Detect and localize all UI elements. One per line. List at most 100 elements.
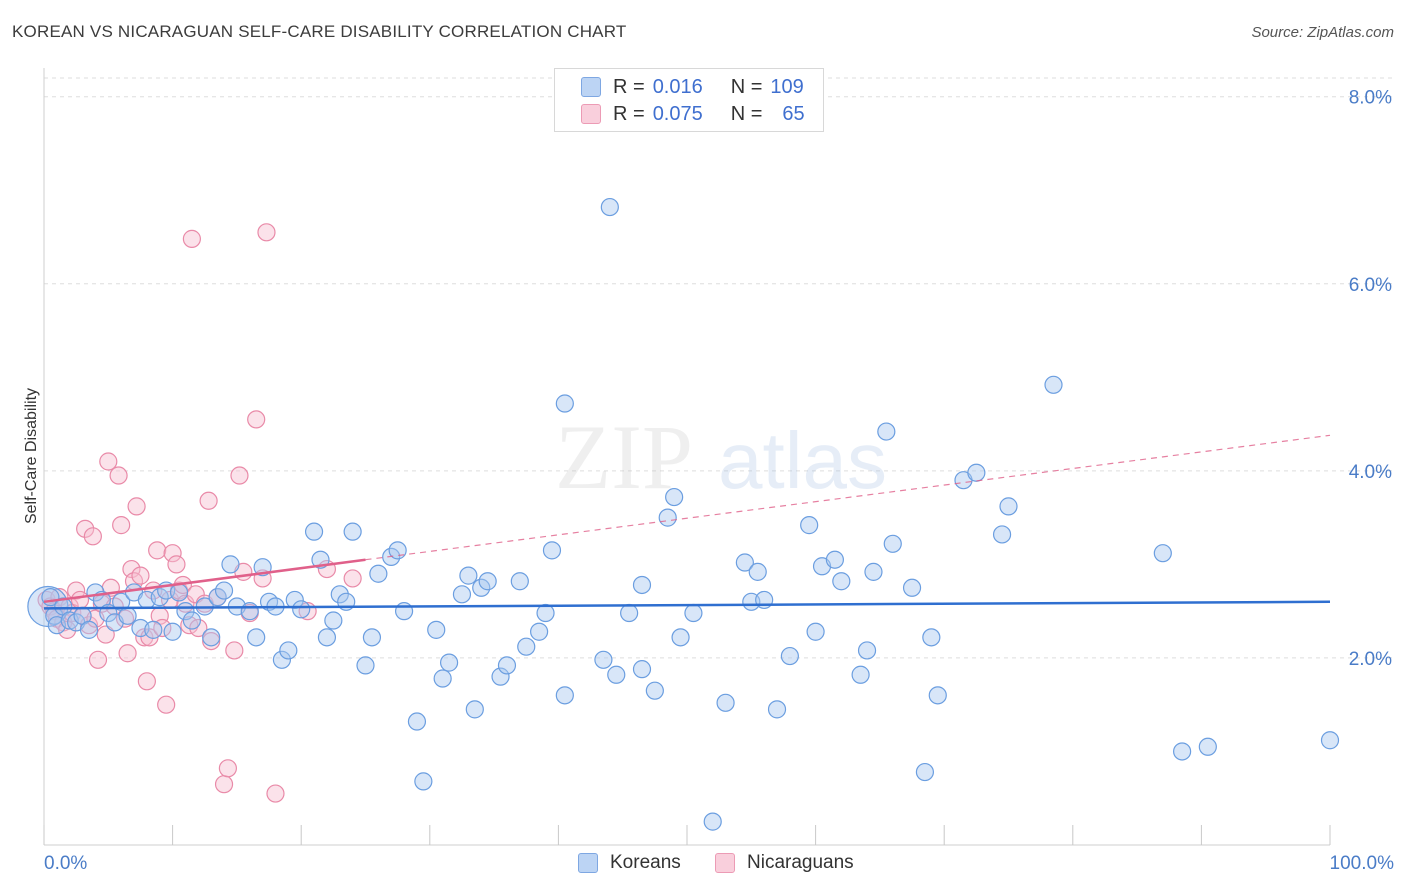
korean-point xyxy=(202,628,221,647)
nicaraguan-point xyxy=(343,569,362,588)
nicaraguan-point xyxy=(218,759,237,778)
korean-point xyxy=(510,572,529,591)
korean-point xyxy=(304,522,324,541)
legend: R = 0.016 N = 109 R = 0.075 N = 65 xyxy=(554,68,824,132)
axes xyxy=(43,68,1331,846)
korean-point xyxy=(620,603,639,623)
koreans-trend-line xyxy=(43,600,1331,610)
x-tick-label: 0.0% xyxy=(44,853,87,874)
legend-row-koreans: R = 0.016 N = 109 xyxy=(581,73,804,101)
korean-point xyxy=(497,656,517,675)
korean-point xyxy=(671,628,690,647)
korean-point xyxy=(452,585,472,604)
legend-swatch-koreans xyxy=(581,77,601,97)
legend-row-nicaraguans: R = 0.075 N = 65 xyxy=(581,100,805,128)
nicaraguans-trend-line xyxy=(43,558,366,604)
legend-n-label: N = xyxy=(730,75,763,98)
legend-r-value: 0.016 xyxy=(652,75,703,98)
legend-r-label: R = xyxy=(613,102,645,125)
korean-point xyxy=(658,508,677,527)
korean-point xyxy=(459,566,478,585)
korean-point xyxy=(465,700,484,719)
korean-point xyxy=(665,487,684,507)
korean-point xyxy=(536,603,555,623)
chart-title: KOREAN VS NICARAGUAN SELF-CARE DISABILIT… xyxy=(12,22,627,41)
nicaraguan-point xyxy=(148,541,167,560)
korean-point xyxy=(632,660,652,679)
korean-point xyxy=(825,550,844,569)
korean-point xyxy=(272,650,292,669)
korean-point xyxy=(414,772,433,791)
korean-point xyxy=(748,562,767,581)
y-tick-label: 6.0% xyxy=(1349,275,1392,296)
korean-point xyxy=(999,497,1018,516)
korean-point xyxy=(118,606,137,625)
x-tick-label: 100.0% xyxy=(1330,853,1395,874)
korean-point xyxy=(292,600,311,619)
nicaraguan-point xyxy=(67,581,86,600)
korean-point xyxy=(767,700,787,719)
korean-point xyxy=(517,637,536,656)
nicaraguan-point xyxy=(99,452,118,471)
legend-r-label: R = xyxy=(613,75,645,98)
watermark-zip: ZIP xyxy=(555,406,693,508)
korean-point xyxy=(832,572,851,591)
korean-point xyxy=(221,555,240,574)
nicaraguan-point xyxy=(214,775,234,794)
korean-point xyxy=(992,525,1012,544)
nicaraguan-point xyxy=(76,519,95,538)
nicaraguan-point xyxy=(112,516,131,535)
nicaraguan-point xyxy=(247,410,266,429)
bottom-legend-swatch-koreans xyxy=(578,853,598,873)
korean-point xyxy=(79,620,99,639)
y-tick-label: 8.0% xyxy=(1349,88,1392,109)
korean-point xyxy=(343,522,362,541)
korean-point xyxy=(806,622,825,641)
nicaraguan-point xyxy=(109,466,128,485)
korean-point xyxy=(163,622,182,641)
korean-point xyxy=(247,628,266,647)
korean-point xyxy=(182,611,201,630)
trend-lines xyxy=(43,434,1331,610)
nicaraguan-point xyxy=(257,223,276,242)
korean-point xyxy=(279,641,298,660)
korean-point xyxy=(427,620,446,639)
korean-point xyxy=(851,665,870,684)
korean-point xyxy=(800,516,819,535)
korean-point xyxy=(478,572,497,591)
legend-swatch-nicaraguans xyxy=(581,104,601,124)
x-tick-labels: 0.0% 100.0% xyxy=(44,853,1394,874)
nicaraguan-point xyxy=(83,527,102,546)
korean-point xyxy=(594,650,613,669)
watermark-atlas: atlas xyxy=(718,416,887,505)
korean-point xyxy=(902,578,922,597)
korean-point xyxy=(169,583,189,602)
korean-point xyxy=(1153,544,1172,563)
korean-point xyxy=(330,585,349,604)
legend-n-value: 109 xyxy=(770,75,804,98)
korean-point xyxy=(607,665,626,684)
korean-point xyxy=(1173,742,1192,761)
nicaraguan-point xyxy=(182,229,201,248)
korean-point xyxy=(324,611,343,630)
nicaraguan-point xyxy=(199,491,218,510)
nicaraguan-point xyxy=(131,566,150,585)
korean-point xyxy=(317,628,337,647)
bottom-legend-label-koreans: Koreans xyxy=(610,852,681,873)
bottom-legend-koreans: Koreans xyxy=(578,852,681,874)
nicaraguans-trend-extension xyxy=(365,434,1331,561)
nicaraguan-point xyxy=(153,618,172,638)
y-tick-label: 2.0% xyxy=(1349,649,1392,670)
nicaraguan-point xyxy=(70,590,90,610)
y-tick-label: 4.0% xyxy=(1349,462,1392,483)
korean-point xyxy=(555,686,574,705)
korean-point xyxy=(735,553,754,572)
korean-point xyxy=(555,394,574,413)
korean-point xyxy=(1320,731,1340,750)
korean-point xyxy=(369,564,388,583)
nicaraguan-point xyxy=(118,644,137,663)
nicaraguan-point xyxy=(230,466,249,485)
legend-r-value: 0.075 xyxy=(652,102,703,125)
korean-point xyxy=(407,712,427,731)
y-tick-labels: 2.0% 4.0% 6.0% 8.0% xyxy=(1349,88,1392,670)
